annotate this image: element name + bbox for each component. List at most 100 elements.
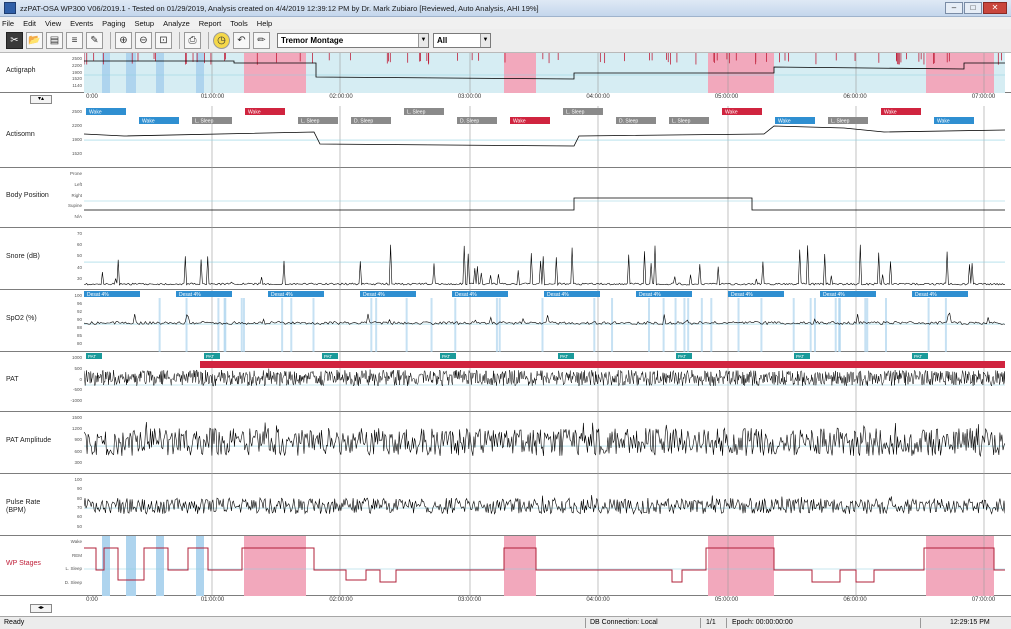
filter-select[interactable]: All ▼	[433, 33, 491, 48]
track-body[interactable]: Body Position Prone Left Right Supine N/A	[0, 168, 1011, 228]
tick-label: -1000	[70, 398, 82, 404]
tick-label: 500	[74, 365, 82, 371]
track-label-pat_amp: PAT Amplitude	[6, 437, 52, 444]
sleep-tag: L. Sleep	[301, 119, 320, 125]
sleep-tag: L. Sleep	[831, 119, 850, 125]
svg-text:Desat 4%: Desat 4%	[731, 292, 753, 298]
montage-value: Tremor Montage	[281, 36, 344, 45]
signal-stages	[84, 536, 1005, 596]
canvas-actisomn[interactable]: Wake Wake L. Sleep Wake L. Sleep D. Sleep L. S…	[84, 106, 1005, 168]
tick-label: 1500	[71, 415, 82, 420]
signal-pat_amp	[84, 412, 1005, 474]
menu-view[interactable]: View	[45, 18, 62, 28]
notes-icon[interactable]: ✎	[86, 32, 103, 49]
tick-label: 1200	[71, 426, 82, 432]
menu-setup[interactable]: Setup	[134, 18, 155, 28]
track-stages[interactable]: WP Stages Wake REM L. Sleep D. Sleep	[0, 536, 1011, 596]
canvas-actigraph[interactable]	[84, 53, 1005, 93]
canvas-pulse[interactable]	[84, 474, 1005, 536]
track-spo2[interactable]: SpO2 (%) 100 96 92 90 88 85 80 Desat 4% Desat 4% D…	[0, 290, 1011, 352]
sleep-tag: D. Sleep	[460, 119, 479, 125]
zoom-out-icon[interactable]: ⊖	[135, 32, 152, 49]
menu-paging[interactable]: Paging	[102, 18, 126, 28]
sleep-tag: Wake	[89, 110, 102, 116]
menu-file[interactable]: File	[2, 18, 15, 28]
tick-label: 1000	[71, 355, 82, 360]
time-label: 05:00:00	[714, 597, 739, 603]
time-label: 07:00:00	[971, 94, 996, 100]
signal-pulse	[84, 474, 1005, 536]
tick-label: 2200	[71, 62, 82, 68]
canvas-stages[interactable]	[84, 536, 1005, 596]
tick-label: -500	[72, 387, 82, 393]
tick-label: Right	[71, 192, 82, 198]
menu-tools[interactable]: Tools	[230, 18, 248, 28]
track-ticks-pulse: 100 90 80 70 60 50	[56, 477, 82, 533]
close-button[interactable]: ✕	[983, 2, 1007, 14]
tick-label: 1900	[71, 69, 82, 75]
time-axis-bottom: 0:00 01:00:00 02:00:00 03:00:00 04:00:00 05:0…	[84, 596, 1005, 606]
canvas-pat[interactable]: PAT PAT PAT PAT PAT PAT PAT PAT	[84, 352, 1005, 412]
track-label-snore: Snore (dB)	[6, 253, 40, 260]
track-pat_amp[interactable]: PAT Amplitude 1500 1200 900 600 300	[0, 412, 1011, 474]
time-label: 07:00:00	[971, 597, 996, 603]
menu-events[interactable]: Events	[70, 18, 94, 28]
maximize-button[interactable]: □	[964, 2, 982, 14]
clock-icon[interactable]: ◷	[213, 32, 230, 49]
svg-text:PAT: PAT	[560, 354, 568, 359]
menu-report[interactable]: Report	[198, 18, 222, 28]
toolbar: ✂ 📂 ▤ ≡ ✎ ⊕ ⊖ ⊡ ⎙ ◷ ↶ ✏ Tremor Montage ▼ All ▼	[0, 29, 1011, 53]
signal-spo2: Desat 4% Desat 4% Desat 4% Desat 4% Desat 4%…	[84, 290, 1005, 352]
properties-icon[interactable]: ≡	[66, 32, 83, 49]
track-ticks-body: Prone Left Right Supine N/A	[56, 171, 82, 225]
tick-label: 100	[74, 477, 82, 482]
tick-label: 92	[76, 309, 82, 314]
tick-label: Wake	[70, 539, 82, 544]
tick-label: 300	[74, 459, 82, 465]
tick-label: 30	[76, 275, 82, 281]
tick-label: 70	[76, 231, 82, 236]
chevron-down-icon: ▼	[480, 34, 490, 47]
track-label-actigraph: Actigraph	[6, 67, 36, 74]
sleep-tag: Wake	[725, 110, 738, 116]
svg-text:Desat 4%: Desat 4%	[823, 292, 845, 298]
scroll-control-bottom[interactable]: ◂▸	[30, 604, 52, 613]
time-axis-top: 0:00 01:00:00 02:00:00 03:00:00 04:00:00 05:0…	[84, 93, 1005, 103]
track-actigraph[interactable]: Actigraph 2500 2200 1900 1520 1140	[0, 53, 1011, 93]
sleep-tag: D. Sleep	[354, 119, 373, 125]
canvas-snore[interactable]	[84, 228, 1005, 290]
canvas-body[interactable]	[84, 168, 1005, 228]
svg-text:Desat 4%: Desat 4%	[179, 292, 201, 298]
track-ticks-pat_amp: 1500 1200 900 600 300	[56, 415, 82, 471]
menu-help[interactable]: Help	[256, 18, 273, 28]
undo-icon[interactable]: ↶	[233, 32, 250, 49]
print-icon[interactable]: ⎙	[184, 32, 201, 49]
pencil-icon[interactable]: ✏	[253, 32, 270, 49]
svg-text:Desat 4%: Desat 4%	[455, 292, 477, 298]
canvas-spo2[interactable]: Desat 4% Desat 4% Desat 4% Desat 4% Desat 4%…	[84, 290, 1005, 352]
montage-select[interactable]: Tremor Montage ▼	[277, 33, 429, 48]
track-pulse[interactable]: Pulse Rate (BPM) 100 90 80 70 60 50	[0, 474, 1011, 536]
tick-label: 80	[76, 341, 82, 346]
canvas-pat_amp[interactable]	[84, 412, 1005, 474]
open-folder-icon[interactable]: 📂	[26, 32, 43, 49]
track-pat[interactable]: PAT 1000 500 0 -500 -1000 PAT PAT PAT PAT PAT PAT PA…	[0, 352, 1011, 412]
menu-analyze[interactable]: Analyze	[163, 18, 190, 28]
save-icon[interactable]: ▤	[46, 32, 63, 49]
app-icon	[4, 2, 16, 14]
time-label: 06:00:00	[843, 597, 867, 603]
signal-body	[84, 168, 1005, 228]
zoom-fit-icon[interactable]: ⊡	[155, 32, 172, 49]
signal-pat: PAT PAT PAT PAT PAT PAT PAT PAT	[84, 352, 1005, 412]
tick-label: 85	[76, 333, 82, 338]
track-snore[interactable]: Snore (dB) 70 60 50 40 30	[0, 228, 1011, 290]
cut-icon[interactable]: ✂	[6, 32, 23, 49]
scroll-control-top[interactable]: ▾▴	[30, 95, 52, 104]
minimize-button[interactable]: –	[945, 2, 963, 14]
track-actisomn[interactable]: Actisomn 2500 2200 1900 1520 Wake Wake L. Sleep…	[0, 106, 1011, 168]
svg-text:PAT: PAT	[442, 354, 450, 359]
tick-label: 50	[76, 523, 82, 529]
menu-edit[interactable]: Edit	[23, 18, 37, 28]
signal-plot-area[interactable]: Actigraph 2500 2200 1900 1520 1140 Actisomn 250…	[0, 53, 1011, 616]
zoom-in-icon[interactable]: ⊕	[115, 32, 132, 49]
